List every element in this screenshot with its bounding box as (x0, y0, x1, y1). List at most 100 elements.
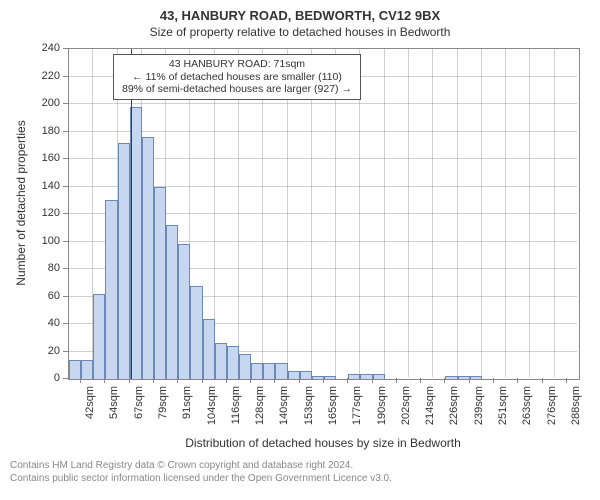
y-tick (63, 241, 68, 242)
histogram-bar (348, 374, 360, 380)
x-tick-label: 177sqm (351, 386, 363, 425)
histogram-bar (288, 371, 300, 379)
page-title: 43, HANBURY ROAD, BEDWORTH, CV12 9BX (0, 0, 600, 23)
y-tick-label: 40 (30, 317, 60, 329)
x-tick-label: 67sqm (133, 386, 145, 419)
grid-line (408, 49, 409, 377)
x-tick-label: 226sqm (448, 386, 460, 425)
x-tick-label: 54sqm (108, 386, 120, 419)
y-tick-label: 60 (30, 290, 60, 302)
histogram-bar (81, 360, 93, 379)
x-tick-label: 239sqm (473, 386, 485, 425)
grid-line (69, 131, 577, 132)
histogram-bar (239, 354, 251, 379)
y-tick (63, 131, 68, 132)
y-tick-label: 180 (30, 125, 60, 137)
x-tick-label: 165sqm (327, 386, 339, 425)
x-tick-label: 104sqm (206, 386, 218, 425)
y-tick (63, 268, 68, 269)
histogram-bar (251, 363, 263, 380)
y-tick (63, 103, 68, 104)
y-tick (63, 351, 68, 352)
y-tick-label: 0 (30, 372, 60, 384)
x-tick-label: 153sqm (303, 386, 315, 425)
footer-line-1: Contains HM Land Registry data © Crown c… (10, 460, 392, 473)
x-tick (420, 378, 421, 383)
histogram-bar (142, 137, 154, 379)
grid-line (384, 49, 385, 377)
x-tick-label: 202sqm (400, 386, 412, 425)
histogram-bar (215, 343, 227, 379)
histogram-bar (360, 374, 372, 380)
x-tick-label: 140sqm (278, 386, 290, 425)
x-tick (542, 378, 543, 383)
grid-line (69, 103, 577, 104)
grid-line (529, 49, 530, 377)
x-tick-label: 263sqm (521, 386, 533, 425)
y-tick (63, 76, 68, 77)
page-subtitle: Size of property relative to detached ho… (0, 23, 600, 39)
x-tick-label: 91sqm (181, 386, 193, 419)
x-tick (396, 378, 397, 383)
x-tick (517, 378, 518, 383)
histogram-bar (203, 319, 215, 380)
footer-attribution: Contains HM Land Registry data © Crown c… (10, 460, 392, 485)
y-tick-label: 120 (30, 207, 60, 219)
histogram-bar (154, 187, 166, 380)
x-tick-label: 214sqm (424, 386, 436, 425)
histogram-bar (263, 363, 275, 380)
annotation-line-1: 43 HANBURY ROAD: 71sqm (122, 58, 352, 71)
grid-line (481, 49, 482, 377)
x-tick-label: 190sqm (376, 386, 388, 425)
histogram-bar (470, 376, 482, 379)
y-tick-label: 140 (30, 180, 60, 192)
histogram-bar (445, 376, 457, 379)
x-axis-label: Distribution of detached houses by size … (68, 436, 578, 450)
grid-line (432, 49, 433, 377)
y-tick (63, 378, 68, 379)
footer-line-2: Contains public sector information licen… (10, 473, 392, 486)
annotation-box: 43 HANBURY ROAD: 71sqm ← 11% of detached… (113, 54, 361, 100)
x-tick (566, 378, 567, 383)
histogram-bar (324, 376, 336, 379)
x-tick-label: 79sqm (157, 386, 169, 419)
histogram-bar (275, 363, 287, 380)
histogram-bar (227, 346, 239, 379)
y-tick-label: 20 (30, 345, 60, 357)
y-tick-label: 200 (30, 97, 60, 109)
histogram-bar (69, 360, 81, 379)
annotation-line-3: 89% of semi-detached houses are larger (… (122, 83, 352, 96)
y-tick (63, 158, 68, 159)
histogram-bar (300, 371, 312, 379)
y-tick (63, 323, 68, 324)
y-tick-label: 100 (30, 235, 60, 247)
histogram-bar (93, 294, 105, 379)
y-tick-label: 240 (30, 42, 60, 54)
grid-line (457, 49, 458, 377)
y-tick-label: 80 (30, 262, 60, 274)
x-tick-label: 42sqm (84, 386, 96, 419)
annotation-line-2: ← 11% of detached houses are smaller (11… (122, 71, 352, 84)
y-tick (63, 186, 68, 187)
x-tick (493, 378, 494, 383)
grid-line (554, 49, 555, 377)
histogram-bar (373, 374, 385, 380)
histogram-bar (118, 143, 130, 380)
y-tick (63, 213, 68, 214)
y-tick (63, 296, 68, 297)
y-tick-label: 160 (30, 152, 60, 164)
grid-line (505, 49, 506, 377)
x-tick-label: 276sqm (546, 386, 558, 425)
x-tick-label: 116sqm (230, 386, 242, 424)
y-axis-label: Number of detached properties (14, 93, 28, 313)
histogram-bar (178, 244, 190, 379)
histogram-bar (166, 225, 178, 379)
histogram-bar (312, 376, 324, 379)
y-tick (63, 48, 68, 49)
histogram-bar (458, 376, 470, 379)
histogram-bar (105, 200, 117, 379)
x-tick-label: 251sqm (497, 386, 509, 425)
histogram-bar (190, 286, 202, 380)
y-tick-label: 220 (30, 70, 60, 82)
x-tick-label: 288sqm (570, 386, 582, 425)
